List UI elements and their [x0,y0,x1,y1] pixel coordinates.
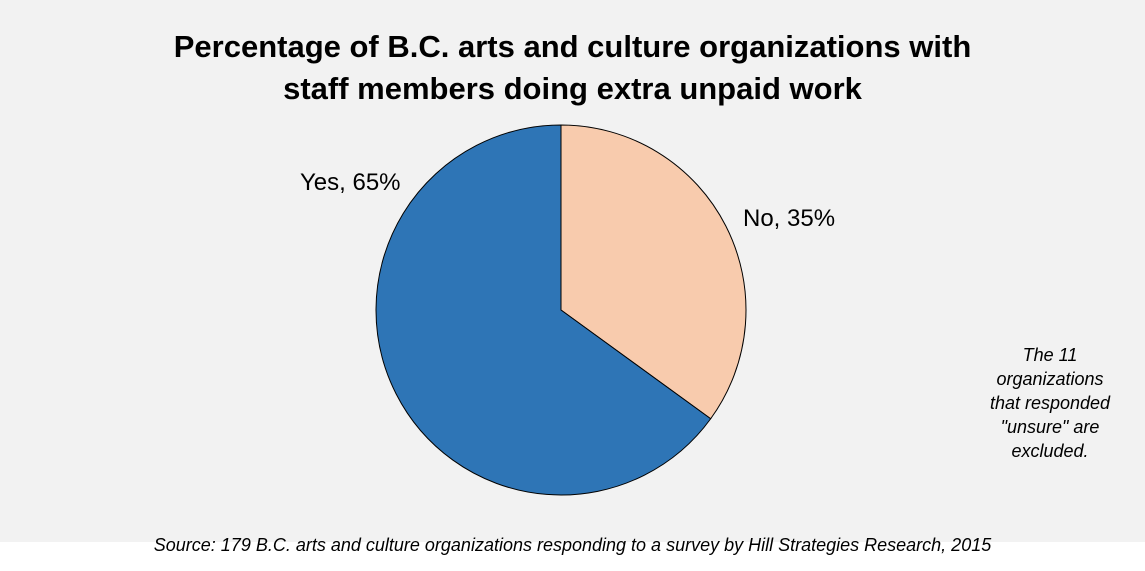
note-line-1: The 11 [1022,345,1078,365]
chart-note: The 11 organizations that responded "uns… [955,343,1145,463]
note-line-5: excluded. [1011,441,1089,461]
pie-slice-yes [375,124,712,496]
chart-title-line-1: Percentage of B.C. arts and culture orga… [173,29,972,64]
pie-chart: Yes, 65% No, 35% [300,124,835,496]
note-line-3: that responded [989,393,1111,413]
slice-label-yes: Yes, 65% [300,169,401,196]
chart-title-line-2: staff members doing extra unpaid work [283,71,862,106]
chart-source: Source: 179 B.C. arts and culture organi… [153,535,992,555]
note-line-4: "unsure" are [1000,417,1100,437]
slice-label-no: No, 35% [743,205,835,232]
pie-slice-no [560,124,747,420]
chart-title: Percentage of B.C. arts and culture orga… [0,26,1145,110]
chart-area: Percentage of B.C. arts and culture orga… [0,0,1145,542]
note-line-2: organizations [996,369,1104,389]
